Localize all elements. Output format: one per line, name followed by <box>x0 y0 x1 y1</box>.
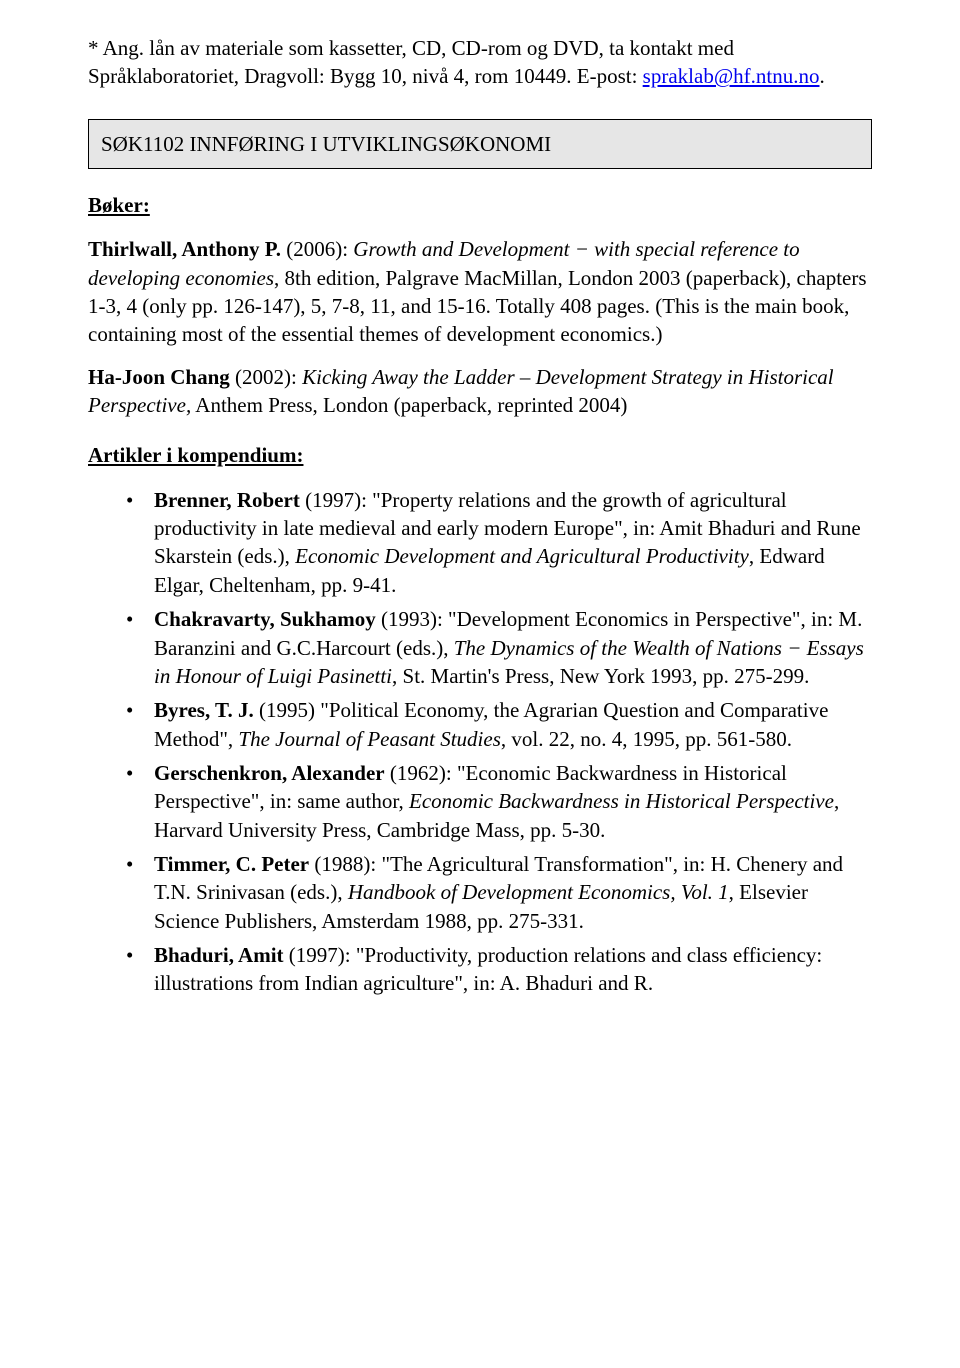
article-author: Bhaduri, Amit <box>154 943 284 967</box>
article-text: , St. Martin's Press, New York 1993, pp.… <box>392 664 809 688</box>
article-title-italic: Handbook of Development Economics, Vol. … <box>348 880 729 904</box>
articles-heading: Artikler i kompendium: <box>88 441 872 469</box>
list-item: Timmer, C. Peter (1988): "The Agricultur… <box>136 850 872 935</box>
email-link[interactable]: spraklab@hf.ntnu.no <box>643 64 820 88</box>
article-author: Timmer, C. Peter <box>154 852 309 876</box>
document-page: * Ang. lån av materiale som kassetter, C… <box>0 0 960 1368</box>
intro-text: * Ang. lån av materiale som kassetter, C… <box>88 36 734 88</box>
article-author: Byres, T. J. <box>154 698 254 722</box>
book-author: Ha-Joon Chang <box>88 365 230 389</box>
course-title: SØK1102 INNFØRING I UTVIKLINGSØKONOMI <box>101 132 551 156</box>
article-text: , vol. 22, no. 4, 1995, pp. 561-580. <box>501 727 792 751</box>
list-item: Bhaduri, Amit (1997): "Productivity, pro… <box>136 941 872 998</box>
article-title-italic: Economic Backwardness in Historical Pers… <box>409 789 834 813</box>
article-title-italic: Economic Development and Agricultural Pr… <box>295 544 749 568</box>
article-author: Brenner, Robert <box>154 488 300 512</box>
list-item: Gerschenkron, Alexander (1962): "Economi… <box>136 759 872 844</box>
intro-paragraph: * Ang. lån av materiale som kassetter, C… <box>88 34 872 91</box>
book-entry-1: Thirlwall, Anthony P. (2006): Growth and… <box>88 235 872 348</box>
intro-period: . <box>819 64 824 88</box>
book-author: Thirlwall, Anthony P. <box>88 237 281 261</box>
article-list: Brenner, Robert (1997): "Property relati… <box>88 486 872 998</box>
article-author: Gerschenkron, Alexander <box>154 761 385 785</box>
list-item: Chakravarty, Sukhamoy (1993): "Developme… <box>136 605 872 690</box>
course-title-box: SØK1102 INNFØRING I UTVIKLINGSØKONOMI <box>88 119 872 169</box>
list-item: Byres, T. J. (1995) "Political Economy, … <box>136 696 872 753</box>
book-text: (2006): <box>281 237 353 261</box>
spacer <box>88 433 872 441</box>
books-heading: Bøker: <box>88 191 872 219</box>
list-item: Brenner, Robert (1997): "Property relati… <box>136 486 872 599</box>
book-text: (2002): <box>230 365 302 389</box>
article-title-italic: The Journal of Peasant Studies <box>238 727 500 751</box>
book-entry-2: Ha-Joon Chang (2002): Kicking Away the L… <box>88 363 872 420</box>
article-author: Chakravarty, Sukhamoy <box>154 607 376 631</box>
book-text: Anthem Press, London (paperback, reprint… <box>191 393 627 417</box>
